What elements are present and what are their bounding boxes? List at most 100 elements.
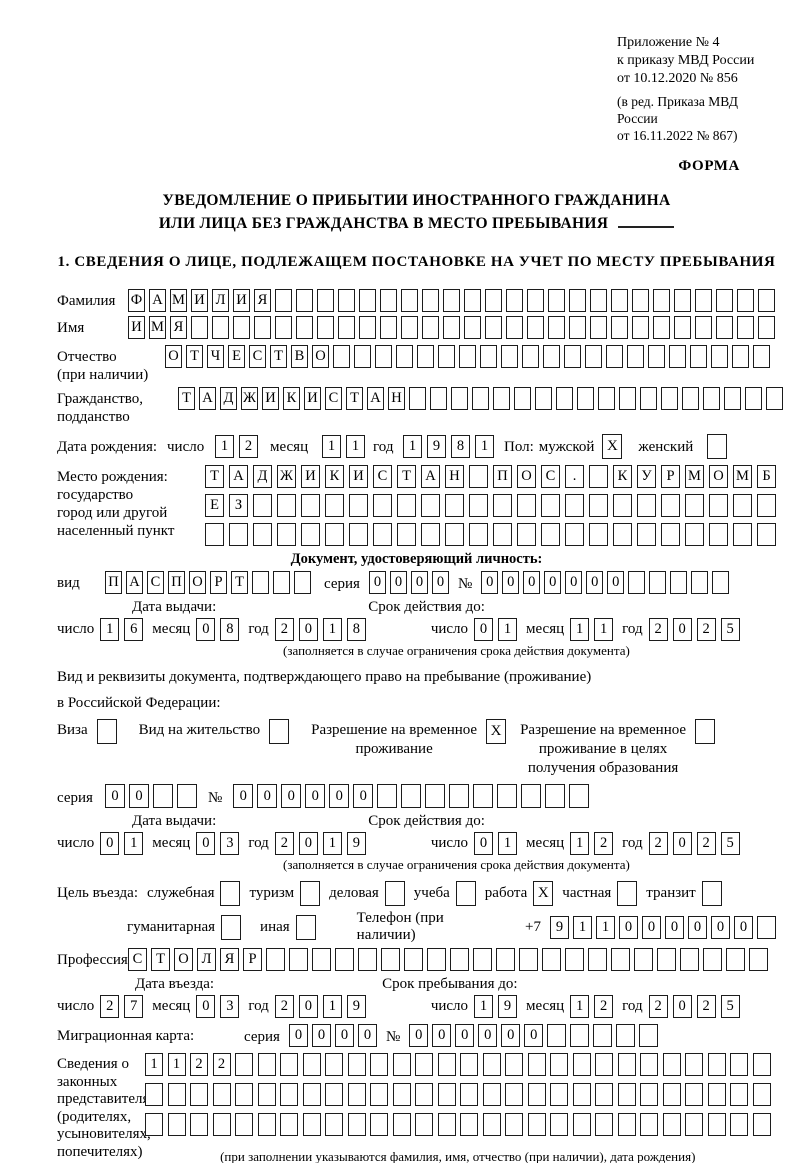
char-cell[interactable] [749,948,768,971]
char-cell[interactable] [480,345,497,368]
char-cell[interactable] [757,915,776,939]
char-cell[interactable] [459,345,476,368]
char-cell[interactable] [212,316,229,339]
char-cell[interactable] [358,948,377,971]
char-cell[interactable] [354,345,371,368]
char-cell[interactable]: К [325,465,344,488]
char-cell[interactable] [674,316,691,339]
char-cell[interactable] [392,1053,411,1076]
char-cell[interactable]: 0 [432,1024,452,1047]
char-cell[interactable]: 9 [346,832,366,855]
char-cell[interactable] [527,1053,546,1076]
char-cell[interactable]: М [149,316,166,339]
char-cell[interactable] [375,345,392,368]
char-cell[interactable]: 2 [239,435,258,458]
char-cell[interactable] [252,571,269,594]
char-cell[interactable]: Ж [241,387,258,410]
char-cell[interactable]: 0 [368,571,386,594]
char-cell[interactable]: Я [220,948,239,971]
char-cell[interactable] [464,289,481,312]
char-cell[interactable] [695,289,712,312]
char-cell[interactable]: 0 [298,995,318,1018]
char-cell[interactable] [527,1113,546,1136]
char-cell[interactable]: 7 [124,995,144,1018]
char-cell[interactable] [730,1113,748,1136]
char-cell[interactable] [349,494,368,517]
char-cell[interactable]: 2 [696,995,716,1018]
char-cell[interactable] [460,1083,478,1106]
char-cell[interactable] [653,316,670,339]
char-cell[interactable] [733,494,752,517]
char-cell[interactable]: С [128,948,147,971]
char-cell[interactable]: 1 [498,618,518,641]
char-cell[interactable] [392,1113,411,1136]
char-cell[interactable]: 1 [498,832,518,855]
char-cell[interactable]: 1 [403,435,422,458]
char-cell[interactable] [695,316,712,339]
char-cell[interactable] [648,345,665,368]
char-cell[interactable]: 1 [145,1053,163,1076]
char-cell[interactable] [541,523,560,546]
char-cell[interactable]: Н [388,387,405,410]
char-cell[interactable]: П [168,571,185,594]
char-cell[interactable]: А [126,571,143,594]
char-cell[interactable]: 0 [357,1024,377,1047]
char-cell[interactable] [415,1053,433,1076]
char-cell[interactable] [585,345,602,368]
char-cell[interactable] [590,316,607,339]
purpose-official-checkbox[interactable] [220,881,241,906]
char-cell[interactable]: И [262,387,279,410]
char-cell[interactable] [703,948,722,971]
char-cell[interactable] [506,289,523,312]
char-cell[interactable] [445,494,464,517]
char-cell[interactable] [443,289,460,312]
char-cell[interactable] [550,1053,568,1076]
char-cell[interactable] [730,1083,748,1106]
char-cell[interactable] [296,316,313,339]
char-cell[interactable]: Л [212,289,229,312]
char-cell[interactable] [401,289,418,312]
char-cell[interactable]: 2 [696,832,716,855]
purpose-study-checkbox[interactable] [455,881,476,906]
char-cell[interactable] [572,1053,591,1076]
char-cell[interactable] [548,316,565,339]
char-cell[interactable] [527,1083,546,1106]
char-cell[interactable]: 0 [233,784,254,808]
char-cell[interactable]: У [637,465,656,488]
char-cell[interactable] [392,1083,411,1106]
char-cell[interactable] [685,1053,703,1076]
char-cell[interactable]: Б [757,465,776,488]
char-cell[interactable]: О [709,465,728,488]
char-cell[interactable] [273,571,290,594]
char-cell[interactable] [349,523,368,546]
char-cell[interactable]: А [421,465,440,488]
char-cell[interactable]: 1 [475,435,494,458]
char-cell[interactable]: 0 [104,784,125,808]
char-cell[interactable] [359,289,376,312]
char-cell[interactable] [425,784,446,808]
char-cell[interactable]: И [128,316,145,339]
char-cell[interactable]: 8 [451,435,470,458]
char-cell[interactable] [752,1083,771,1106]
char-cell[interactable] [417,345,434,368]
char-cell[interactable]: 0 [311,1024,331,1047]
char-cell[interactable] [493,387,510,410]
char-cell[interactable] [370,1083,388,1106]
char-cell[interactable] [505,1083,523,1106]
char-cell[interactable]: 1 [215,435,234,458]
char-cell[interactable]: И [233,289,250,312]
char-cell[interactable]: 0 [734,915,753,939]
char-cell[interactable] [637,494,656,517]
char-cell[interactable]: 1 [322,435,341,458]
char-cell[interactable] [430,387,447,410]
char-cell[interactable] [437,1113,456,1136]
char-cell[interactable]: Е [228,345,245,368]
char-cell[interactable] [422,316,439,339]
char-cell[interactable] [460,1113,478,1136]
char-cell[interactable] [632,289,649,312]
char-cell[interactable]: 8 [346,618,366,641]
char-cell[interactable] [521,784,542,808]
char-cell[interactable] [145,1083,163,1106]
char-cell[interactable]: 9 [346,995,366,1018]
char-cell[interactable]: О [189,571,206,594]
